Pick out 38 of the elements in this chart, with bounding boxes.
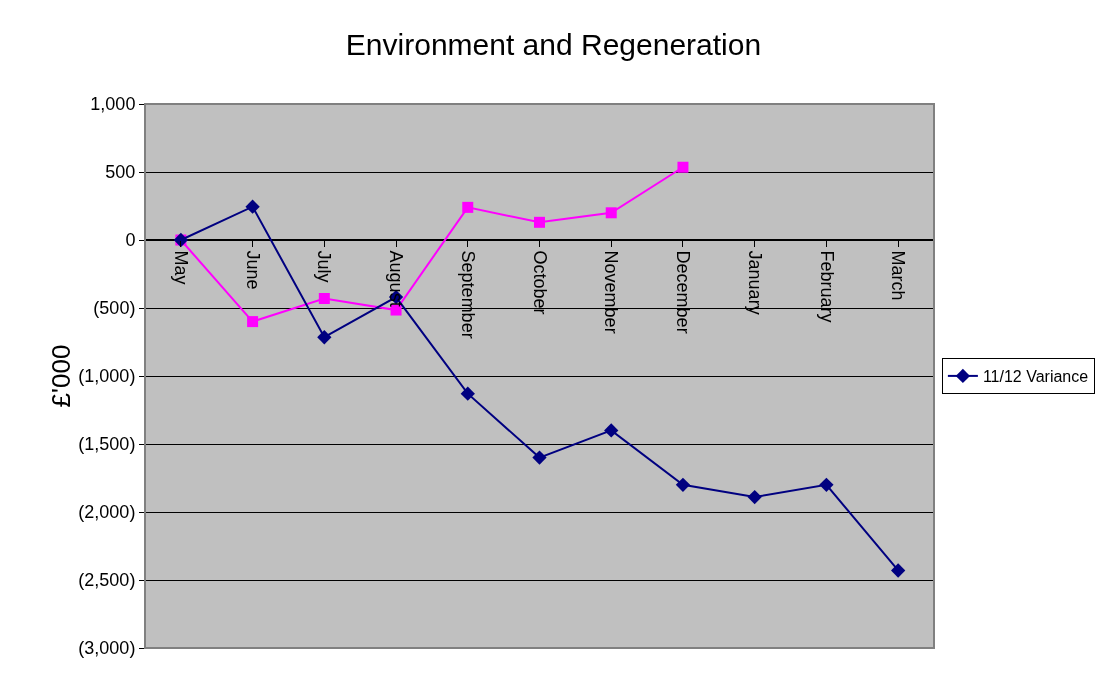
point	[318, 292, 330, 304]
point	[462, 201, 474, 213]
legend-label: 11/12 Variance	[982, 368, 1089, 386]
y-tick-label: (1,000)	[78, 366, 136, 387]
x-tick-label: June	[242, 250, 263, 290]
point	[245, 199, 260, 214]
point	[247, 316, 259, 328]
point	[747, 489, 762, 505]
y-tick-label: (1,500)	[78, 434, 136, 455]
x-tick-label: October	[529, 250, 550, 315]
y-tick-label: 500	[105, 162, 136, 183]
x-tick-label: March	[888, 250, 909, 301]
point	[534, 216, 545, 228]
x-tick-label: January	[744, 250, 765, 315]
point	[675, 477, 691, 492]
point	[890, 563, 906, 578]
x-tick-label: December	[673, 250, 694, 334]
chart-title: Environment and Regeneration	[345, 27, 762, 61]
y-tick-label: 0	[125, 230, 136, 251]
y-tick-label: (2,000)	[78, 502, 136, 523]
x-tick-label: September	[457, 250, 478, 339]
x-tick-label: July	[314, 250, 335, 283]
x-tick-label: November	[601, 250, 622, 334]
y-tick-label: (500)	[93, 298, 136, 319]
point	[677, 161, 689, 173]
point	[605, 207, 617, 219]
x-tick-label: February	[816, 250, 837, 323]
point	[317, 330, 332, 345]
point	[604, 423, 619, 438]
y-tick-label: (3,000)	[78, 638, 136, 659]
y-axis-title: £'000	[46, 344, 77, 408]
x-tick-label: May	[171, 250, 192, 285]
y-tick-label: (2,500)	[78, 570, 136, 591]
point	[460, 386, 475, 401]
x-tick-label: August	[386, 250, 407, 307]
point	[819, 477, 834, 492]
y-tick-label: 1,000	[90, 94, 136, 115]
point	[532, 450, 547, 465]
